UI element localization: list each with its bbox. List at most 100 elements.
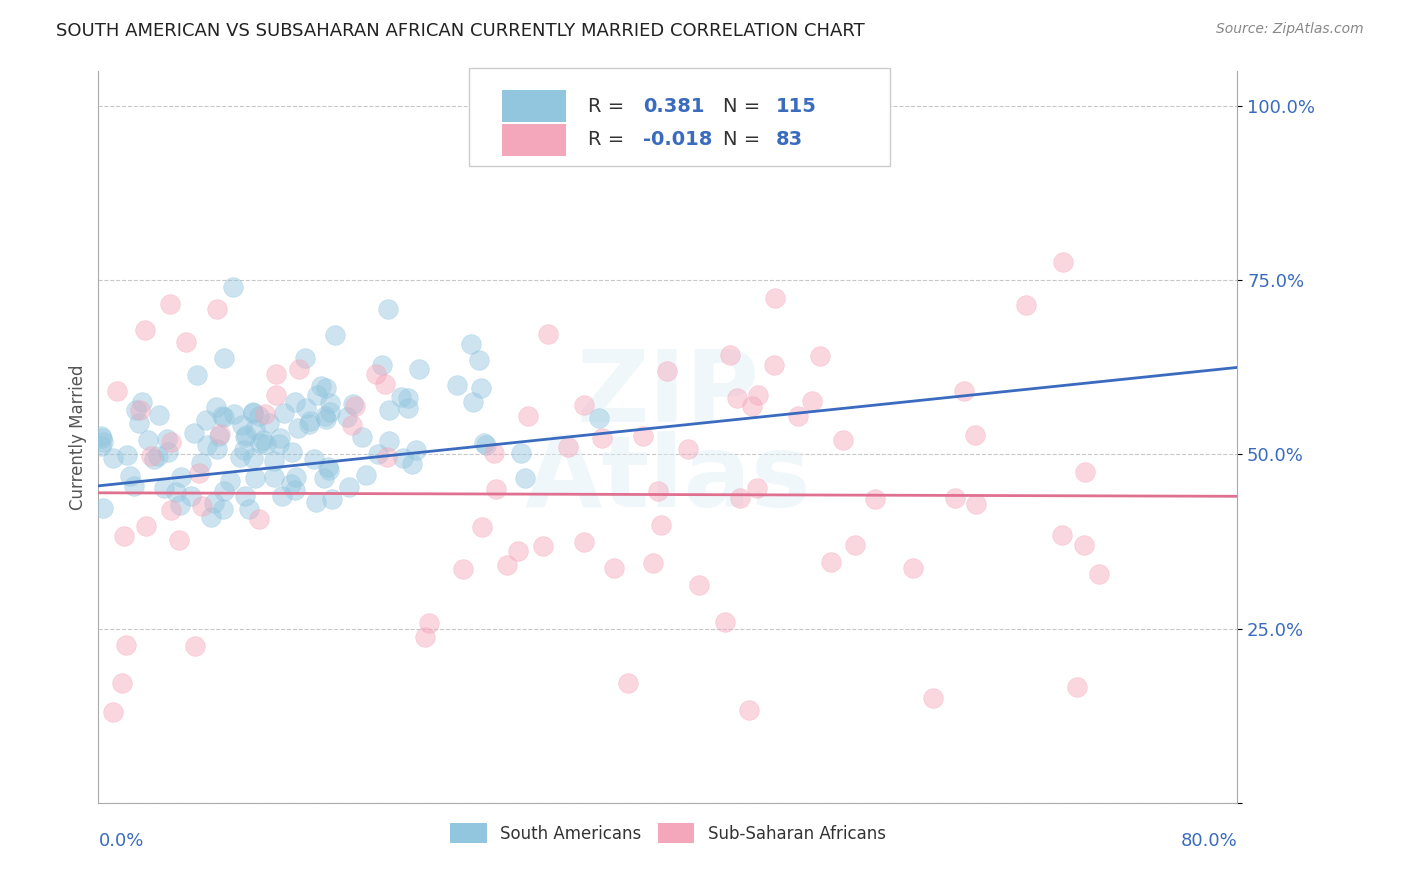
Point [515, 471, 537, 485]
Point [184, 639, 207, 653]
Text: R =: R = [588, 96, 631, 116]
Point [195, 413, 218, 427]
Point [391, 450, 413, 465]
Point [820, 555, 842, 569]
Point [91, 431, 114, 445]
Point [574, 534, 596, 549]
Point [202, 496, 225, 510]
Point [284, 470, 307, 484]
Point [134, 323, 156, 337]
Point [472, 435, 495, 450]
Point [120, 469, 142, 483]
Point [745, 481, 768, 495]
Point [129, 402, 152, 417]
Point [603, 561, 626, 575]
Point [153, 481, 176, 495]
Point [91, 435, 114, 450]
Point [364, 367, 387, 381]
Point [212, 351, 235, 365]
Point [1052, 254, 1074, 268]
Point [418, 615, 440, 630]
Point [747, 388, 769, 402]
Point [187, 466, 209, 480]
Point [235, 428, 257, 442]
Point [728, 491, 751, 505]
Point [461, 395, 484, 409]
Point [148, 408, 170, 422]
Point [174, 335, 197, 350]
Point [591, 431, 613, 445]
Point [485, 482, 508, 496]
Text: N =: N = [723, 96, 766, 116]
Point [135, 519, 157, 533]
Text: Source: ZipAtlas.com: Source: ZipAtlas.com [1216, 22, 1364, 37]
Point [165, 484, 187, 499]
Point [148, 450, 170, 464]
Point [641, 556, 664, 570]
Text: R =: R = [588, 130, 631, 150]
Point [124, 478, 146, 492]
Point [183, 426, 205, 441]
Point [337, 480, 360, 494]
Point [470, 381, 492, 395]
Point [863, 492, 886, 507]
Point [112, 529, 135, 543]
Point [446, 378, 468, 392]
Point [136, 434, 159, 448]
Point [156, 433, 179, 447]
Point [218, 475, 240, 489]
Point [249, 436, 271, 450]
Text: 0.381: 0.381 [643, 96, 704, 116]
Point [718, 348, 741, 362]
Point [517, 409, 540, 423]
Point [588, 411, 610, 425]
Point [263, 470, 285, 484]
Point [280, 476, 302, 491]
Point [273, 406, 295, 420]
Point [378, 434, 401, 449]
Point [238, 502, 260, 516]
Point [342, 418, 364, 433]
Point [396, 391, 419, 405]
Point [965, 427, 987, 442]
Point [647, 484, 669, 499]
Text: 80.0%: 80.0% [1181, 832, 1237, 850]
Text: 0.0%: 0.0% [98, 832, 143, 850]
FancyBboxPatch shape [502, 124, 567, 156]
Point [204, 400, 226, 414]
Point [186, 368, 208, 382]
Point [242, 451, 264, 466]
Point [91, 501, 114, 516]
Point [1087, 566, 1109, 581]
Point [233, 489, 256, 503]
Point [264, 388, 287, 402]
Point [305, 495, 328, 509]
Point [415, 630, 437, 644]
Text: SOUTH AMERICAN VS SUBSAHARAN AFRICAN CURRENTLY MARRIED CORRELATION CHART: SOUTH AMERICAN VS SUBSAHARAN AFRICAN CUR… [56, 22, 865, 40]
Point [405, 442, 427, 457]
Point [1050, 528, 1073, 542]
Point [356, 468, 378, 483]
Point [190, 456, 212, 470]
Point [319, 405, 342, 419]
Point [257, 416, 280, 430]
Point [254, 407, 277, 421]
Legend: South Americans, Sub-Saharan Africans: South Americans, Sub-Saharan Africans [443, 817, 893, 849]
Point [125, 402, 148, 417]
Point [531, 539, 554, 553]
Point [378, 403, 401, 417]
Point [616, 676, 638, 690]
Point [408, 362, 430, 376]
Point [103, 451, 125, 466]
Point [903, 561, 925, 575]
Point [245, 421, 267, 435]
Point [167, 533, 190, 547]
Point [305, 387, 328, 401]
Point [270, 489, 292, 503]
Point [725, 391, 748, 405]
Point [231, 418, 253, 433]
FancyBboxPatch shape [468, 68, 890, 167]
Point [342, 397, 364, 411]
Point [557, 440, 579, 454]
Point [319, 395, 342, 409]
